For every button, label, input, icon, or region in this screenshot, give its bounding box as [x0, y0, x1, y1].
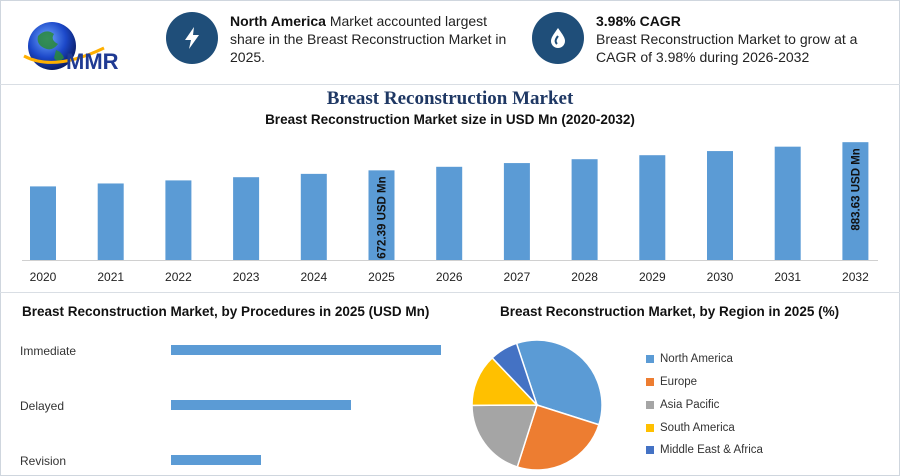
main-title: Breast Reconstruction Market: [326, 88, 574, 109]
data-label-2032: 883.63 USD Mn: [850, 148, 862, 230]
bar-2027: [503, 163, 530, 260]
bar-2032: [842, 142, 869, 260]
highlight-text: North America Market accounted largest s…: [230, 12, 510, 66]
highlight-north-america: North America Market accounted largest s…: [166, 12, 510, 66]
legend-item: South America: [646, 422, 735, 434]
x-tick-label: 2031: [774, 270, 801, 284]
x-tick-label: 2020: [30, 270, 57, 284]
legend-swatch: [646, 424, 654, 432]
legend-swatch: [646, 378, 654, 386]
region-title: Breast Reconstruction Market, by Region …: [500, 304, 840, 319]
bar-2029: [639, 155, 666, 260]
drop-icon: [532, 12, 584, 64]
bar-2024: [300, 173, 327, 260]
x-tick-label: 2021: [97, 270, 124, 284]
procedure-bar-revision: [171, 455, 261, 465]
procedure-bar-delayed: [171, 400, 351, 410]
data-label-2025: 672.39 USD Mn: [377, 176, 389, 258]
highlight-bold: 3.98% CAGR: [596, 13, 681, 29]
pie-slice-europe: [516, 404, 600, 471]
legend-item: Middle East & Africa: [646, 444, 763, 456]
legend-label: North America: [660, 353, 733, 365]
pie-slice-middle-east-africa: [491, 342, 538, 406]
x-tick-label: 2022: [165, 270, 192, 284]
logo-text: MMR: [66, 49, 119, 74]
bar-2025: [368, 170, 395, 260]
procedure-label-delayed: Delayed: [20, 399, 65, 413]
bar-2028: [571, 159, 598, 260]
bar-2022: [165, 180, 192, 260]
legend-item: Europe: [646, 376, 697, 388]
mmr-logo: MMR: [16, 12, 136, 78]
bar-2026: [436, 166, 463, 260]
x-tick-label: 2024: [300, 270, 327, 284]
x-tick-label: 2026: [436, 270, 463, 284]
legend-label: Asia Pacific: [660, 399, 720, 411]
legend-label: Middle East & Africa: [660, 444, 763, 456]
chart-title: Breast Reconstruction Market size in USD…: [265, 112, 635, 127]
x-tick-label: 2029: [639, 270, 666, 284]
lightning-icon: [166, 12, 218, 64]
bar-2023: [233, 177, 260, 260]
legend-label: South America: [660, 422, 735, 434]
bar-2020: [30, 186, 56, 260]
x-tick-label: 2028: [571, 270, 598, 284]
legend-swatch: [646, 446, 654, 454]
legend-item: North America: [646, 353, 733, 365]
pie-slice-asia-pacific: [471, 404, 539, 468]
highlight-body: Market accounted largest share in the Br…: [230, 13, 507, 65]
legend-label: Europe: [660, 376, 698, 388]
x-tick-label: 2025: [368, 270, 395, 284]
market-size-bar-chart: 2020 2021 2022 2023 2024 2025 672.39 USD Mn 202…: [22, 142, 878, 284]
x-tick-label: 2030: [707, 270, 734, 284]
legend-swatch: [646, 355, 654, 363]
divider: [0, 292, 900, 293]
divider: [0, 84, 900, 85]
legend-swatch: [646, 401, 654, 409]
highlight-bold: North America: [230, 13, 326, 29]
x-tick-label: 2032: [842, 270, 869, 284]
pie-slice-north-america: [515, 339, 603, 426]
bar-2030: [707, 151, 733, 260]
x-tick-label: 2027: [504, 270, 531, 284]
highlight-body: Breast Reconstruction Market to grow at …: [596, 31, 858, 65]
procedure-bar-immediate: [171, 345, 441, 355]
procedure-label-immediate: Immediate: [20, 344, 77, 358]
bar-2031: [774, 146, 801, 260]
x-tick-label: 2023: [233, 270, 260, 284]
bar-2021: [97, 183, 124, 260]
legend-item: Asia Pacific: [646, 399, 719, 411]
highlight-cagr: 3.98% CAGR Breast Reconstruction Market t…: [532, 12, 866, 66]
procedure-label-revision: Revision: [20, 454, 67, 468]
highlight-text: 3.98% CAGR Breast Reconstruction Market t…: [596, 12, 866, 66]
procedures-title: Breast Reconstruction Market, by Procedu…: [22, 304, 430, 319]
region-pie-chart: [471, 339, 603, 471]
